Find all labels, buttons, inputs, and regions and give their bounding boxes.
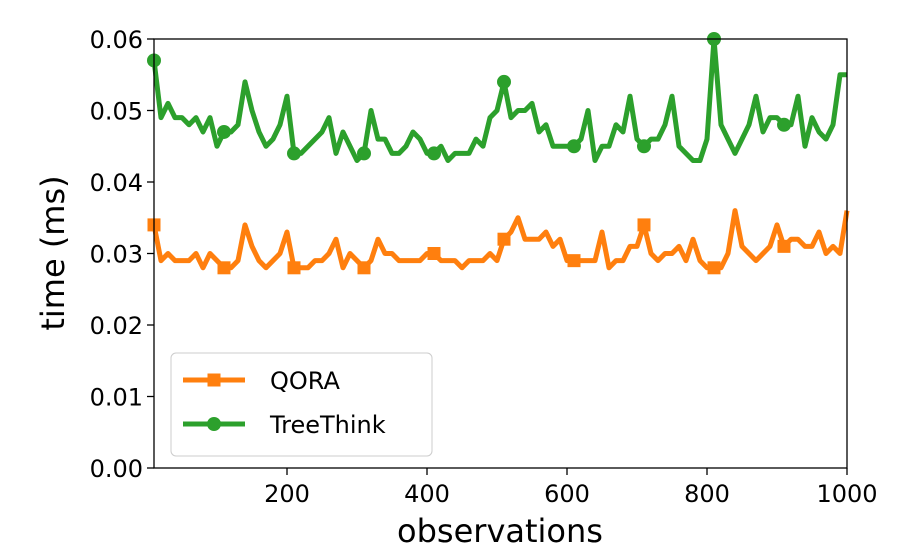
data-point-marker	[777, 239, 791, 253]
legend-entries: QORA TreeThink	[183, 367, 386, 439]
y-tick-label: 0.02	[90, 312, 143, 340]
series-line-qora	[151, 208, 850, 271]
data-point-marker	[427, 146, 441, 161]
y-tick-label: 0.06	[90, 26, 143, 54]
data-point-marker	[287, 261, 301, 275]
data-point-marker	[777, 117, 791, 132]
x-tick-label: 800	[684, 480, 730, 508]
data-point-marker	[567, 254, 581, 268]
data-point-marker	[637, 218, 651, 232]
data-point-marker	[217, 261, 231, 275]
y-axis-label: time (ms)	[34, 175, 72, 330]
series-layer	[147, 32, 850, 275]
y-tick-label: 0.05	[90, 98, 143, 126]
data-point-marker	[287, 146, 301, 161]
legend-entry-qora: QORA	[183, 367, 340, 395]
x-tick-label: 200	[264, 480, 310, 508]
x-tick-label: 600	[544, 480, 590, 508]
series-line-treethink	[151, 36, 847, 164]
plot-frame	[153, 38, 848, 469]
data-point-marker	[637, 139, 651, 154]
x-axis-ticks: 200 400 600 800 1000	[264, 468, 878, 508]
x-tick-label: 1000	[816, 480, 877, 508]
y-axis-ticks: 0.00 0.01 0.02 0.03 0.04 0.05 0.06	[90, 26, 154, 483]
y-tick-label: 0.00	[90, 455, 143, 483]
legend-marker-circle	[207, 417, 221, 431]
y-tick-label: 0.03	[90, 241, 143, 269]
data-point-marker	[217, 124, 231, 139]
y-tick-label: 0.04	[90, 169, 143, 197]
x-tick-label: 400	[404, 480, 450, 508]
x-axis-label: observations	[397, 512, 603, 550]
legend-label: QORA	[270, 367, 340, 395]
data-point-marker	[427, 247, 441, 260]
data-point-marker	[567, 139, 581, 154]
data-point-marker	[497, 74, 511, 89]
legend-entry-treethink: TreeThink	[183, 411, 386, 439]
legend-label: TreeThink	[269, 411, 386, 439]
legend-marker-square	[207, 373, 221, 387]
series-qora	[147, 208, 850, 275]
data-point-marker	[357, 146, 371, 161]
data-point-marker	[707, 261, 721, 275]
y-tick-label: 0.01	[90, 384, 143, 412]
data-point-marker	[357, 261, 371, 275]
legend: QORA TreeThink	[170, 352, 433, 457]
data-point-marker	[497, 232, 511, 246]
